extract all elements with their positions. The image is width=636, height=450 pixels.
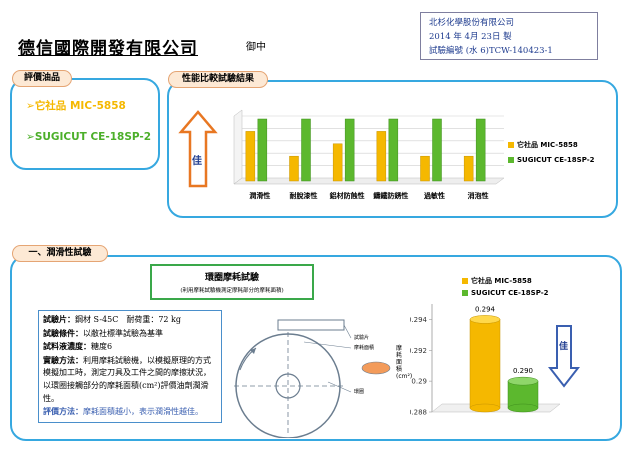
products-frame <box>10 78 160 170</box>
category-label: 潤滑性 <box>249 191 270 200</box>
test-number: 試驗編號 (水 6)TCW-140423-1 <box>429 46 553 56</box>
better-arrow-icon <box>178 110 218 188</box>
bar-2 <box>257 118 268 182</box>
condition-label: 試驗條件： <box>43 327 83 338</box>
legend-label-1: 它社品 MIC-5858 <box>517 141 578 149</box>
diagram-label-ring: 環圈 <box>354 389 365 395</box>
bar-1 <box>469 319 501 409</box>
wear-area-shape <box>361 361 391 375</box>
legend-item-1: 它社品 MIC-5858 <box>462 276 549 286</box>
wear-chart: 0.288 0.29 0.292 0.294 0.294 0.290 <box>410 304 561 417</box>
test-title-box: 環圈摩耗試驗 (利用摩耗試驗機測定摩耗部分的摩耗面積) <box>150 264 314 300</box>
product-1: ➢它社品 MIC-5858 <box>26 98 126 113</box>
product-2-label: SUGICUT CE-18SP-2 <box>34 131 152 143</box>
category-label: 消泡性 <box>468 191 489 200</box>
test-title: 環圈摩耗試驗 <box>204 273 259 283</box>
legend-item-2: SUGICUT CE-18SP-2 <box>462 289 549 297</box>
bar-1 <box>463 155 474 182</box>
legend-label-2: SUGICUT CE-18SP-2 <box>471 289 549 297</box>
wear-chart-legend: 它社品 MIC-5858 SUGICUT CE-18SP-2 <box>462 276 549 297</box>
product-2: ➢SUGICUT CE-18SP-2 <box>26 131 151 143</box>
legend-label-1: 它社品 MIC-5858 <box>471 277 532 285</box>
ring-inner <box>275 373 301 399</box>
bar-2 <box>475 118 486 182</box>
category-label: 鋁材防蝕性 <box>330 191 365 200</box>
arrow-marker-icon: ➢ <box>26 100 35 112</box>
data-label: 0.294 <box>475 305 496 313</box>
bar-2 <box>507 380 539 409</box>
issue-date: 2014 年 4月 23日 製 <box>429 32 512 42</box>
recipient-honorific: 御中 <box>246 42 266 53</box>
condition-text: 以敝社標準試驗為基準 <box>83 328 163 338</box>
products-title: 評價油品 <box>12 70 72 87</box>
evaluation-method: 評價方法：摩耗面積越小，表示潤滑性越佳。 <box>43 405 217 419</box>
legend-label-2: SUGICUT CE-18SP-2 <box>517 156 595 164</box>
y-tick-label: 0.29 <box>411 378 427 386</box>
diagram-label-specimen: 試驗片 <box>354 335 370 341</box>
bar-1 <box>376 131 387 182</box>
condition-label: 試驗片： <box>43 314 75 324</box>
bar-2 <box>388 118 399 182</box>
category-label: 耐脫漆性 <box>290 191 318 200</box>
bar-1 <box>420 155 430 182</box>
bar-2 <box>301 118 311 182</box>
wear-chart-ylabel: 摩耗面積(cm²) <box>396 345 413 380</box>
product-1-label: 它社品 MIC-5858 <box>34 100 126 112</box>
evaluation-text: 摩耗面積越小，表示潤滑性越佳。 <box>83 407 203 417</box>
issuer-name: 北杉化學股份有限公司 <box>429 18 515 28</box>
diagram-label-wear-area: 摩耗面積 <box>354 345 375 351</box>
legend-swatch-1 <box>462 278 468 284</box>
bar-1 <box>289 155 299 182</box>
category-label: 鑄鐵防銹性 <box>372 191 408 200</box>
issuer-box: 北杉化學股份有限公司 2014 年 4月 23日 製 試驗編號 (水 6)TCW… <box>420 12 598 60</box>
y-tick-label: 0.288 <box>410 409 427 417</box>
y-tick-label: 0.294 <box>410 316 428 324</box>
condition-test: 試驗條件：以敝社標準試驗為基準 <box>43 327 217 341</box>
legend-swatch-1 <box>508 142 514 148</box>
evaluation-label: 評價方法： <box>43 406 83 417</box>
bar-2 <box>344 118 355 182</box>
legend-item-1: 它社品 MIC-5858 <box>508 140 595 150</box>
arrow-marker-icon: ➢ <box>26 131 35 143</box>
category-label: 過敏性 <box>423 191 445 200</box>
y-tick-label: 0.292 <box>410 347 427 355</box>
data-label: 0.290 <box>513 367 533 375</box>
condition-method: 實驗方法：利用摩耗試驗機，以模擬原理的方式模擬加工時，測定刀具及工件之間的摩擦狀… <box>43 354 217 405</box>
conditions-box: 試驗片：鋼材 S-45C 耐荷重：72 kg 試驗條件：以敝社標準試驗為基準 試… <box>38 310 222 423</box>
comparison-title: 性能比較試驗結果 <box>168 71 268 88</box>
comparison-chart: 潤滑性 耐脫漆性 鋁材防蝕性 鑄鐵防銹性 過敏性 消泡性 <box>233 109 505 200</box>
legend-item-2: SUGICUT CE-18SP-2 <box>508 156 595 164</box>
bar-1 <box>245 131 256 182</box>
lubricity-title: 一、潤滑性試驗 <box>12 245 108 262</box>
company-name: 德信國際開發有限公司 <box>18 39 198 59</box>
better-arrow-icon <box>548 325 580 388</box>
comparison-legend: 它社品 MIC-5858 SUGICUT CE-18SP-2 <box>508 140 595 164</box>
condition-text: 利用摩耗試驗機，以模擬原理的方式模擬加工時，測定刀具及工件之間的摩擦狀況，以環圈… <box>43 355 211 403</box>
condition-text: 鋼材 S-45C 耐荷重：72 kg <box>75 315 182 324</box>
condition-label: 實驗方法： <box>43 354 83 365</box>
condition-label: 試料液濃度： <box>43 341 91 352</box>
bar-1 <box>332 143 343 182</box>
condition-text: 糖度6 <box>91 342 113 352</box>
legend-swatch-2 <box>508 157 514 163</box>
condition-concentration: 試料液濃度：糖度6 <box>43 340 217 354</box>
ring-test-diagram <box>234 319 391 438</box>
test-subtitle: (利用摩耗試驗機測定摩耗部分的摩耗面積) <box>180 288 284 294</box>
better-label: 佳 <box>192 156 202 167</box>
legend-swatch-2 <box>462 290 468 296</box>
condition-specimen: 試驗片：鋼材 S-45C 耐荷重：72 kg <box>43 313 217 327</box>
better-label-2: 佳 <box>559 342 569 352</box>
bar-2 <box>432 118 442 182</box>
